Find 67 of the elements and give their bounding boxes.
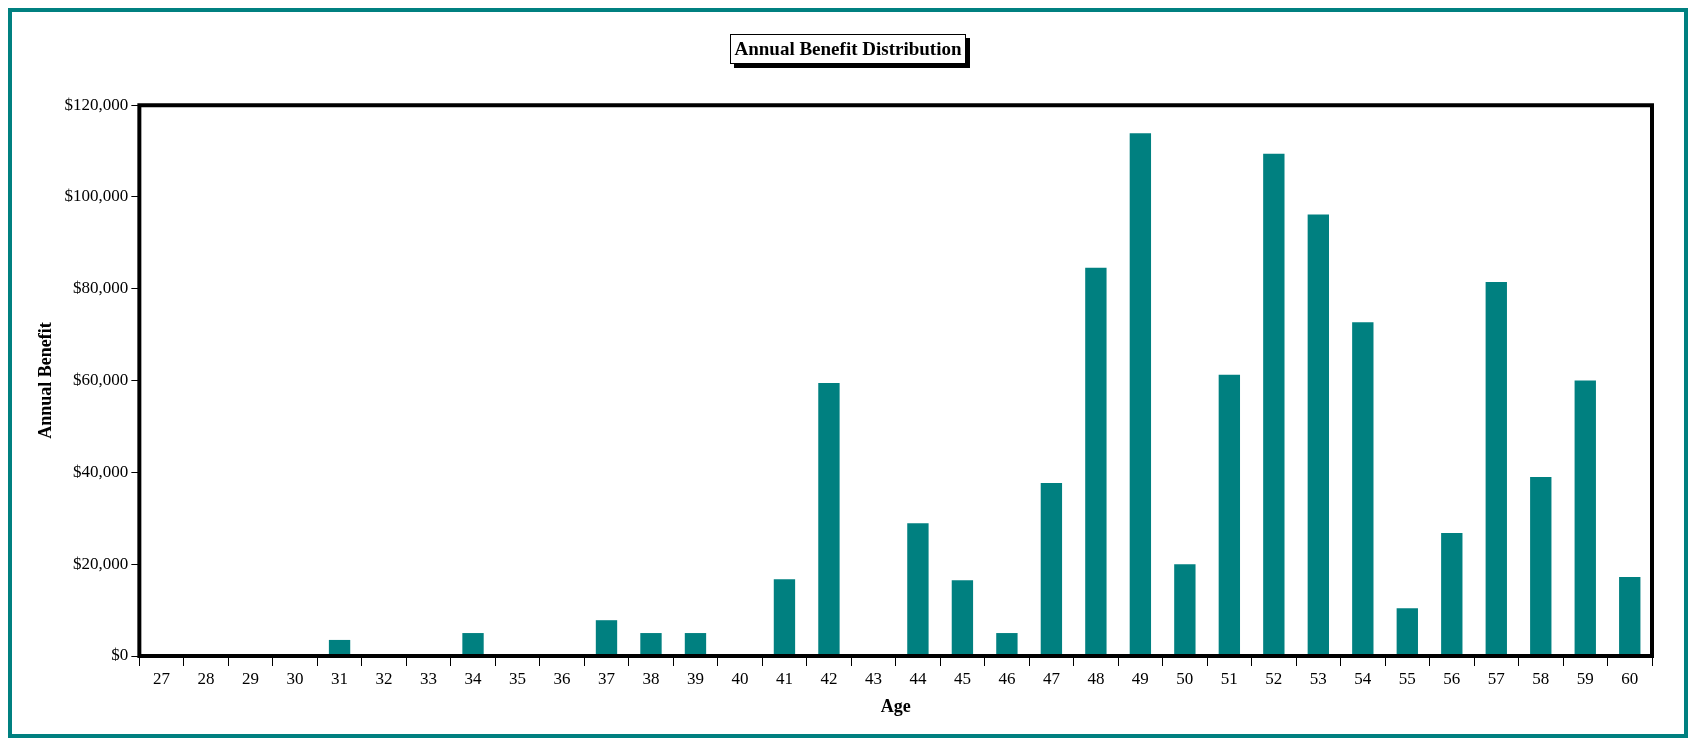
- x-tick-label: 41: [775, 668, 793, 688]
- x-tick-label: 33: [420, 668, 438, 688]
- x-tick-label: 48: [1087, 668, 1105, 688]
- bar: [1085, 267, 1107, 656]
- y-tick-label: $120,000: [64, 94, 129, 114]
- bar: [1485, 281, 1507, 656]
- bar: [1307, 214, 1330, 656]
- bar: [595, 620, 618, 656]
- bar: [1129, 133, 1152, 656]
- bar: [640, 633, 662, 656]
- bar: [996, 633, 1018, 656]
- bar: [1441, 532, 1463, 656]
- bar: [1040, 482, 1063, 656]
- x-tick-label: 37: [597, 668, 616, 688]
- x-tick-label: 53: [1309, 668, 1327, 688]
- bar: [951, 580, 974, 656]
- x-tick-label: 52: [1265, 668, 1283, 688]
- x-tick-label: 55: [1398, 668, 1416, 688]
- x-tick-label: 31: [331, 668, 349, 688]
- x-tick-label: 39: [686, 668, 704, 688]
- x-tick-label: 28: [197, 668, 215, 688]
- y-tick-label: $40,000: [73, 461, 129, 481]
- bar: [1352, 322, 1374, 656]
- x-tick-label: 57: [1487, 668, 1506, 688]
- bar: [1574, 380, 1596, 656]
- x-tick-label: 50: [1176, 668, 1194, 688]
- x-tick-label: 36: [553, 668, 571, 688]
- y-tick-label: $0: [111, 645, 129, 665]
- y-tick-label: $80,000: [73, 278, 129, 298]
- x-tick-label: 40: [731, 668, 749, 688]
- x-tick-label: 49: [1131, 668, 1149, 688]
- x-tick-label: 30: [286, 668, 304, 688]
- x-tick-label: 56: [1443, 668, 1461, 688]
- x-tick-label: 44: [909, 668, 927, 688]
- bar: [1263, 153, 1285, 656]
- x-axis-title: Age: [880, 695, 911, 716]
- bar: [1619, 577, 1641, 656]
- x-tick-label: 42: [820, 668, 838, 688]
- x-tick-label: 35: [509, 668, 527, 688]
- bar: [1530, 476, 1552, 656]
- x-tick-label: 27: [153, 668, 171, 688]
- bar: [1396, 608, 1418, 656]
- y-tick-label: $100,000: [64, 186, 129, 206]
- bar: [907, 523, 929, 656]
- bar: [462, 633, 484, 656]
- x-tick-label: 59: [1576, 668, 1594, 688]
- x-tick-label: 47: [1042, 668, 1061, 688]
- x-tick-label: 60: [1621, 668, 1639, 688]
- x-tick-label: 38: [642, 668, 660, 688]
- chart-title: Annual Benefit Distribution: [729, 34, 967, 64]
- x-tick-label: 29: [242, 668, 260, 688]
- x-tick-label: 34: [464, 668, 483, 688]
- x-tick-label: 45: [953, 668, 971, 688]
- bar: [818, 382, 840, 656]
- x-tick-label: 32: [375, 668, 393, 688]
- x-tick-label: 46: [998, 668, 1016, 688]
- x-tick-label: 58: [1532, 668, 1550, 688]
- bar: [773, 579, 796, 656]
- bar: [1218, 374, 1241, 656]
- bar: [684, 633, 707, 656]
- x-tick-label: 54: [1354, 668, 1372, 688]
- bar: [1174, 564, 1196, 656]
- x-tick-label: 43: [864, 668, 882, 688]
- y-tick-label: $20,000: [73, 553, 129, 573]
- x-tick-label: 51: [1220, 668, 1238, 688]
- y-axis-title: Annual Benefit: [35, 322, 56, 439]
- y-tick-label: $60,000: [73, 370, 129, 390]
